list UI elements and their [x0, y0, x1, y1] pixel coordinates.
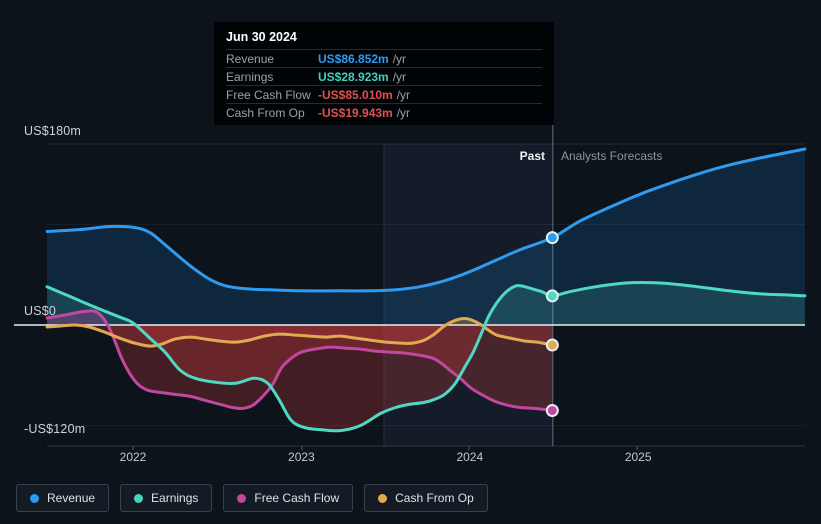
- chart-legend: Revenue Earnings Free Cash Flow Cash From O…: [16, 484, 488, 512]
- legend-item-label: Free Cash Flow: [254, 491, 340, 505]
- legend-item-earnings[interactable]: Earnings: [120, 484, 213, 512]
- tooltip-row-unit: /yr: [396, 105, 411, 120]
- revenue-dot-icon: [30, 493, 39, 503]
- legend-item-label: Revenue: [47, 491, 96, 505]
- tooltip-row-unit: /yr: [392, 69, 407, 84]
- legend-item-revenue[interactable]: Revenue: [16, 484, 110, 512]
- x-axis-label-2023: 2023: [288, 450, 315, 464]
- forecast-zone-label: Analysts Forecasts: [561, 149, 663, 163]
- tooltip-row-unit: /yr: [392, 51, 407, 66]
- tooltip-row-cash-from-op: Cash From Op -US$19.943m/yr: [226, 103, 542, 121]
- earnings-dot-icon: [134, 493, 144, 503]
- legend-item-label: Earnings: [151, 491, 199, 505]
- tooltip-row-unit: /yr: [396, 87, 411, 102]
- cash-from-op-dot-icon: [378, 493, 388, 503]
- tooltip-row-label: Revenue: [226, 51, 275, 66]
- free-cash-flow-dot-icon: [237, 493, 247, 503]
- x-axis-label-2024: 2024: [456, 450, 484, 464]
- tooltip-row-value: US$86.852m: [318, 51, 389, 66]
- tooltip-row-free-cash-flow: Free Cash Flow -US$85.010m/yr: [226, 85, 542, 103]
- legend-item-cash-from-op[interactable]: Cash From Op: [364, 484, 488, 512]
- tooltip-row-label: Earnings: [226, 69, 274, 84]
- tooltip-row-revenue: Revenue US$86.852m/yr: [226, 49, 542, 67]
- past-zone-label: Past: [519, 149, 545, 163]
- y-axis-label-neg120m: -US$120m: [24, 422, 86, 436]
- tooltip-row-value: -US$19.943m: [318, 105, 393, 120]
- tooltip-row-label: Free Cash Flow: [226, 87, 311, 102]
- y-axis-label-180m: US$180m: [24, 124, 81, 138]
- tooltip-row-value: US$28.923m: [318, 69, 389, 84]
- tooltip-row-label: Cash From Op: [226, 105, 305, 120]
- legend-item-label: Cash From Op: [395, 491, 474, 505]
- legend-item-free-cash-flow[interactable]: Free Cash Flow: [223, 484, 354, 512]
- x-axis-label-2022: 2022: [119, 450, 147, 464]
- tooltip-row-earnings: Earnings US$28.923m/yr: [226, 67, 542, 85]
- x-axis-label-2025: 2025: [624, 450, 652, 464]
- tooltip-date: Jun 30 2024: [226, 30, 297, 44]
- hover-tooltip: Jun 30 2024 Revenue US$86.852m/yr Earnings…: [214, 22, 554, 125]
- tooltip-row-value: -US$85.010m: [318, 87, 393, 102]
- y-axis-label-0: US$0: [24, 304, 57, 318]
